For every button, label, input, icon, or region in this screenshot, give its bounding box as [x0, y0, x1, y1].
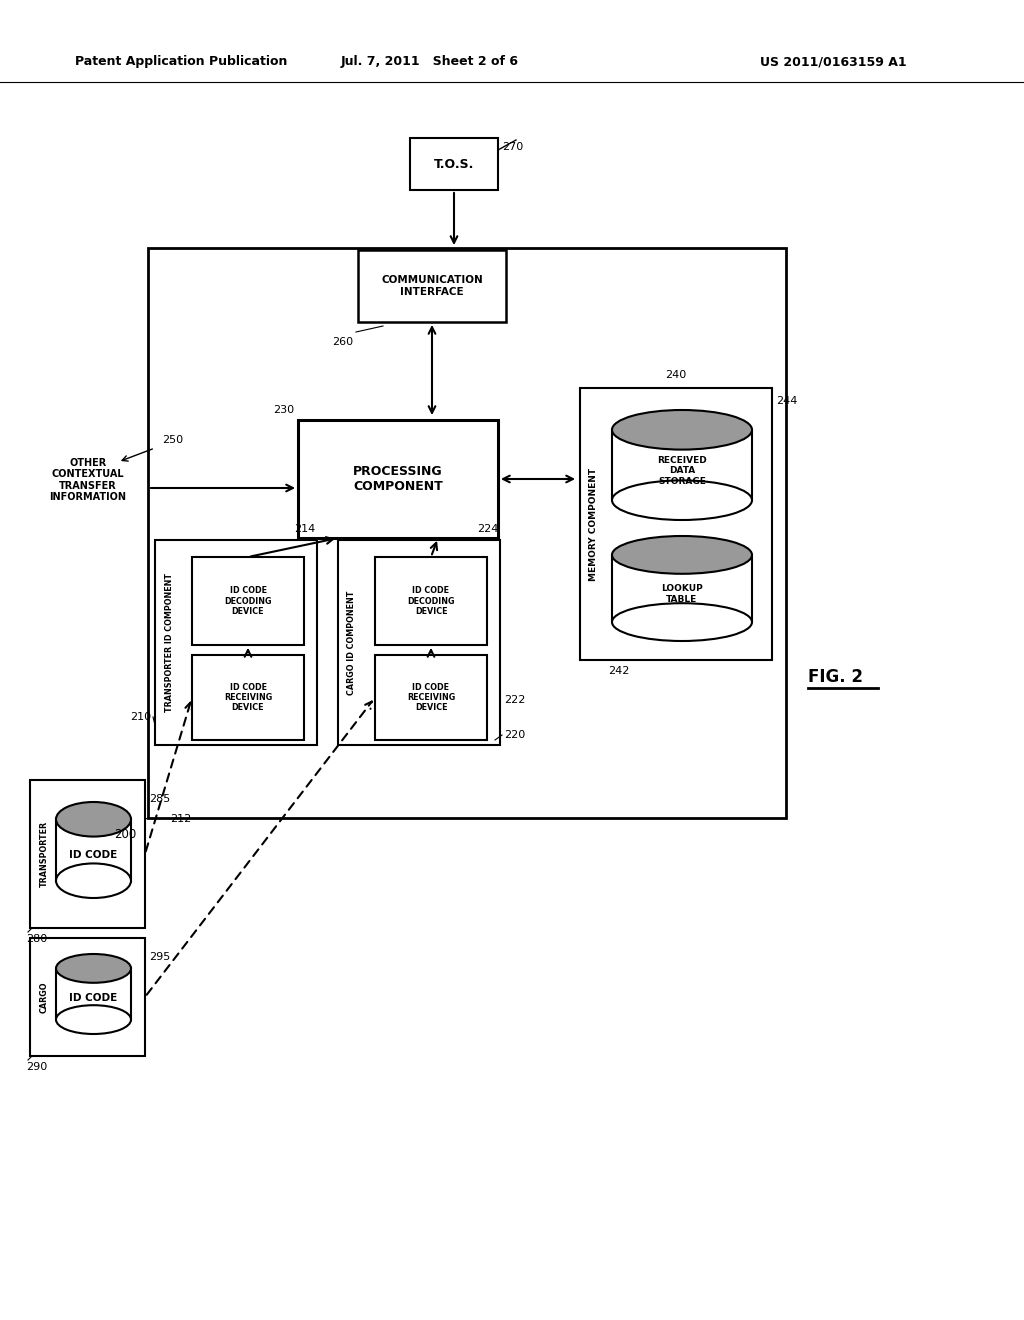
- Bar: [56, 969, 131, 1019]
- Text: 222: 222: [504, 696, 525, 705]
- Text: 242: 242: [608, 667, 630, 676]
- Text: US 2011/0163159 A1: US 2011/0163159 A1: [760, 55, 906, 69]
- Text: 212: 212: [170, 814, 191, 824]
- Bar: [375, 655, 487, 741]
- Text: FIG. 2: FIG. 2: [808, 668, 863, 686]
- Bar: [580, 388, 772, 660]
- Text: OTHER
CONTEXTUAL
TRANSFER
INFORMATION: OTHER CONTEXTUAL TRANSFER INFORMATION: [49, 458, 127, 503]
- Text: CARGO: CARGO: [40, 981, 48, 1012]
- Text: 210: 210: [130, 711, 151, 722]
- Text: 224: 224: [476, 524, 498, 535]
- Text: 240: 240: [666, 370, 687, 380]
- Text: 244: 244: [776, 396, 798, 407]
- Ellipse shape: [612, 411, 752, 450]
- Text: ID CODE
RECEIVING
DEVICE: ID CODE RECEIVING DEVICE: [407, 682, 455, 713]
- Text: TRANSPORTER: TRANSPORTER: [40, 821, 48, 887]
- Bar: [612, 430, 752, 500]
- Text: 295: 295: [150, 952, 170, 962]
- Bar: [148, 248, 786, 818]
- Ellipse shape: [56, 803, 131, 837]
- Text: TRANSPORTER ID COMPONENT: TRANSPORTER ID COMPONENT: [165, 573, 173, 711]
- Text: 285: 285: [150, 795, 170, 804]
- Ellipse shape: [56, 1006, 131, 1034]
- Ellipse shape: [56, 954, 131, 983]
- Bar: [410, 139, 498, 190]
- Text: 230: 230: [272, 405, 294, 414]
- Bar: [193, 557, 304, 645]
- Text: CARGO ID COMPONENT: CARGO ID COMPONENT: [347, 590, 356, 694]
- Bar: [56, 820, 131, 880]
- Text: PROCESSING
COMPONENT: PROCESSING COMPONENT: [353, 465, 442, 492]
- Text: ID CODE
DECODING
DEVICE: ID CODE DECODING DEVICE: [408, 586, 455, 616]
- Text: ID CODE: ID CODE: [70, 850, 118, 861]
- Ellipse shape: [612, 480, 752, 520]
- Text: ID CODE
RECEIVING
DEVICE: ID CODE RECEIVING DEVICE: [224, 682, 272, 713]
- Text: ID CODE
DECODING
DEVICE: ID CODE DECODING DEVICE: [224, 586, 271, 616]
- Text: 270: 270: [502, 143, 523, 152]
- Bar: [193, 655, 304, 741]
- Text: Patent Application Publication: Patent Application Publication: [75, 55, 288, 69]
- Bar: [375, 557, 487, 645]
- Ellipse shape: [612, 603, 752, 642]
- Bar: [338, 540, 500, 744]
- Bar: [298, 420, 498, 539]
- Text: 220: 220: [504, 730, 525, 741]
- Ellipse shape: [612, 536, 752, 574]
- Bar: [612, 554, 752, 622]
- Text: 250: 250: [162, 436, 183, 445]
- Text: ID CODE: ID CODE: [70, 994, 118, 1003]
- Text: 290: 290: [26, 1063, 47, 1072]
- Bar: [358, 249, 506, 322]
- Text: T.O.S.: T.O.S.: [434, 157, 474, 170]
- Text: 214: 214: [294, 524, 315, 535]
- Text: 200: 200: [114, 828, 136, 841]
- Text: LOOKUP
TABLE: LOOKUP TABLE: [662, 585, 702, 603]
- Text: 260: 260: [332, 337, 353, 347]
- Text: COMMUNICATION
INTERFACE: COMMUNICATION INTERFACE: [381, 275, 483, 297]
- Bar: [30, 939, 145, 1056]
- Bar: [30, 780, 145, 928]
- Ellipse shape: [56, 863, 131, 898]
- Text: 280: 280: [26, 935, 47, 944]
- Text: Jul. 7, 2011   Sheet 2 of 6: Jul. 7, 2011 Sheet 2 of 6: [341, 55, 519, 69]
- Text: MEMORY COMPONENT: MEMORY COMPONENT: [590, 467, 598, 581]
- Bar: [155, 540, 317, 744]
- Text: RECEIVED
DATA
STORAGE: RECEIVED DATA STORAGE: [657, 455, 707, 486]
